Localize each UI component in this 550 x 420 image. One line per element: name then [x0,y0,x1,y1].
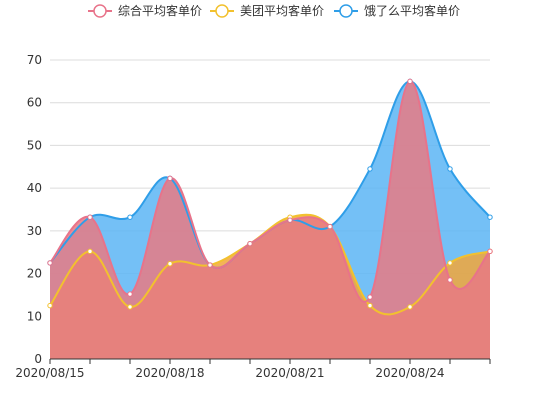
data-point [447,260,453,266]
y-tick-label: 20 [27,267,42,281]
data-point [367,166,373,172]
data-point [47,260,53,266]
legend[interactable]: 综合平均客单价 美团平均客单价 饿了么平均客单价 [88,3,460,18]
legend-label: 综合平均客单价 [118,3,202,18]
data-point [47,302,53,309]
data-point [327,223,333,230]
data-point [167,175,173,182]
data-point [287,217,293,223]
y-tick-label: 10 [27,309,42,323]
x-tick-label: 2020/08/15 [15,366,84,380]
axes: 0 10 20 30 40 50 60 70 2020/08/15 2020/08/18 2020/… [15,53,491,380]
data-point [87,214,93,220]
legend-label: 美团平均客单价 [240,3,324,18]
data-point [487,248,493,255]
data-point [167,261,173,267]
data-point [447,277,453,283]
legend-circle-icon [215,4,229,18]
series-area [50,81,490,359]
x-tick-label: 2020/08/21 [255,366,324,380]
legend-item[interactable]: 综合平均客单价 [88,3,202,18]
data-point [367,294,373,300]
legend-circle-icon [93,4,107,18]
data-point [487,214,493,220]
y-tick-label: 30 [27,224,42,238]
data-point [247,240,253,247]
data-point [127,304,133,310]
x-tick-label: 2020/08/18 [135,366,204,380]
y-tick-label: 70 [27,53,42,67]
y-tick-label: 60 [27,96,42,110]
data-point [407,78,413,85]
legend-item[interactable]: 饿了么平均客单价 [334,3,460,18]
data-point [447,166,453,172]
x-tick-label: 2020/08/24 [375,366,444,380]
series-areas [50,81,490,359]
y-tick-label: 40 [27,181,42,195]
data-point [367,302,373,309]
legend-label: 饿了么平均客单价 [364,3,460,18]
legend-item[interactable]: 美团平均客单价 [210,3,324,18]
data-point [207,262,213,268]
data-points [47,78,493,310]
data-point [87,248,93,255]
data-point [127,214,133,220]
y-tick-label: 50 [27,138,42,152]
data-point [127,291,133,297]
y-tick-label: 0 [34,352,42,366]
legend-circle-icon [339,4,353,18]
data-point [407,304,413,310]
